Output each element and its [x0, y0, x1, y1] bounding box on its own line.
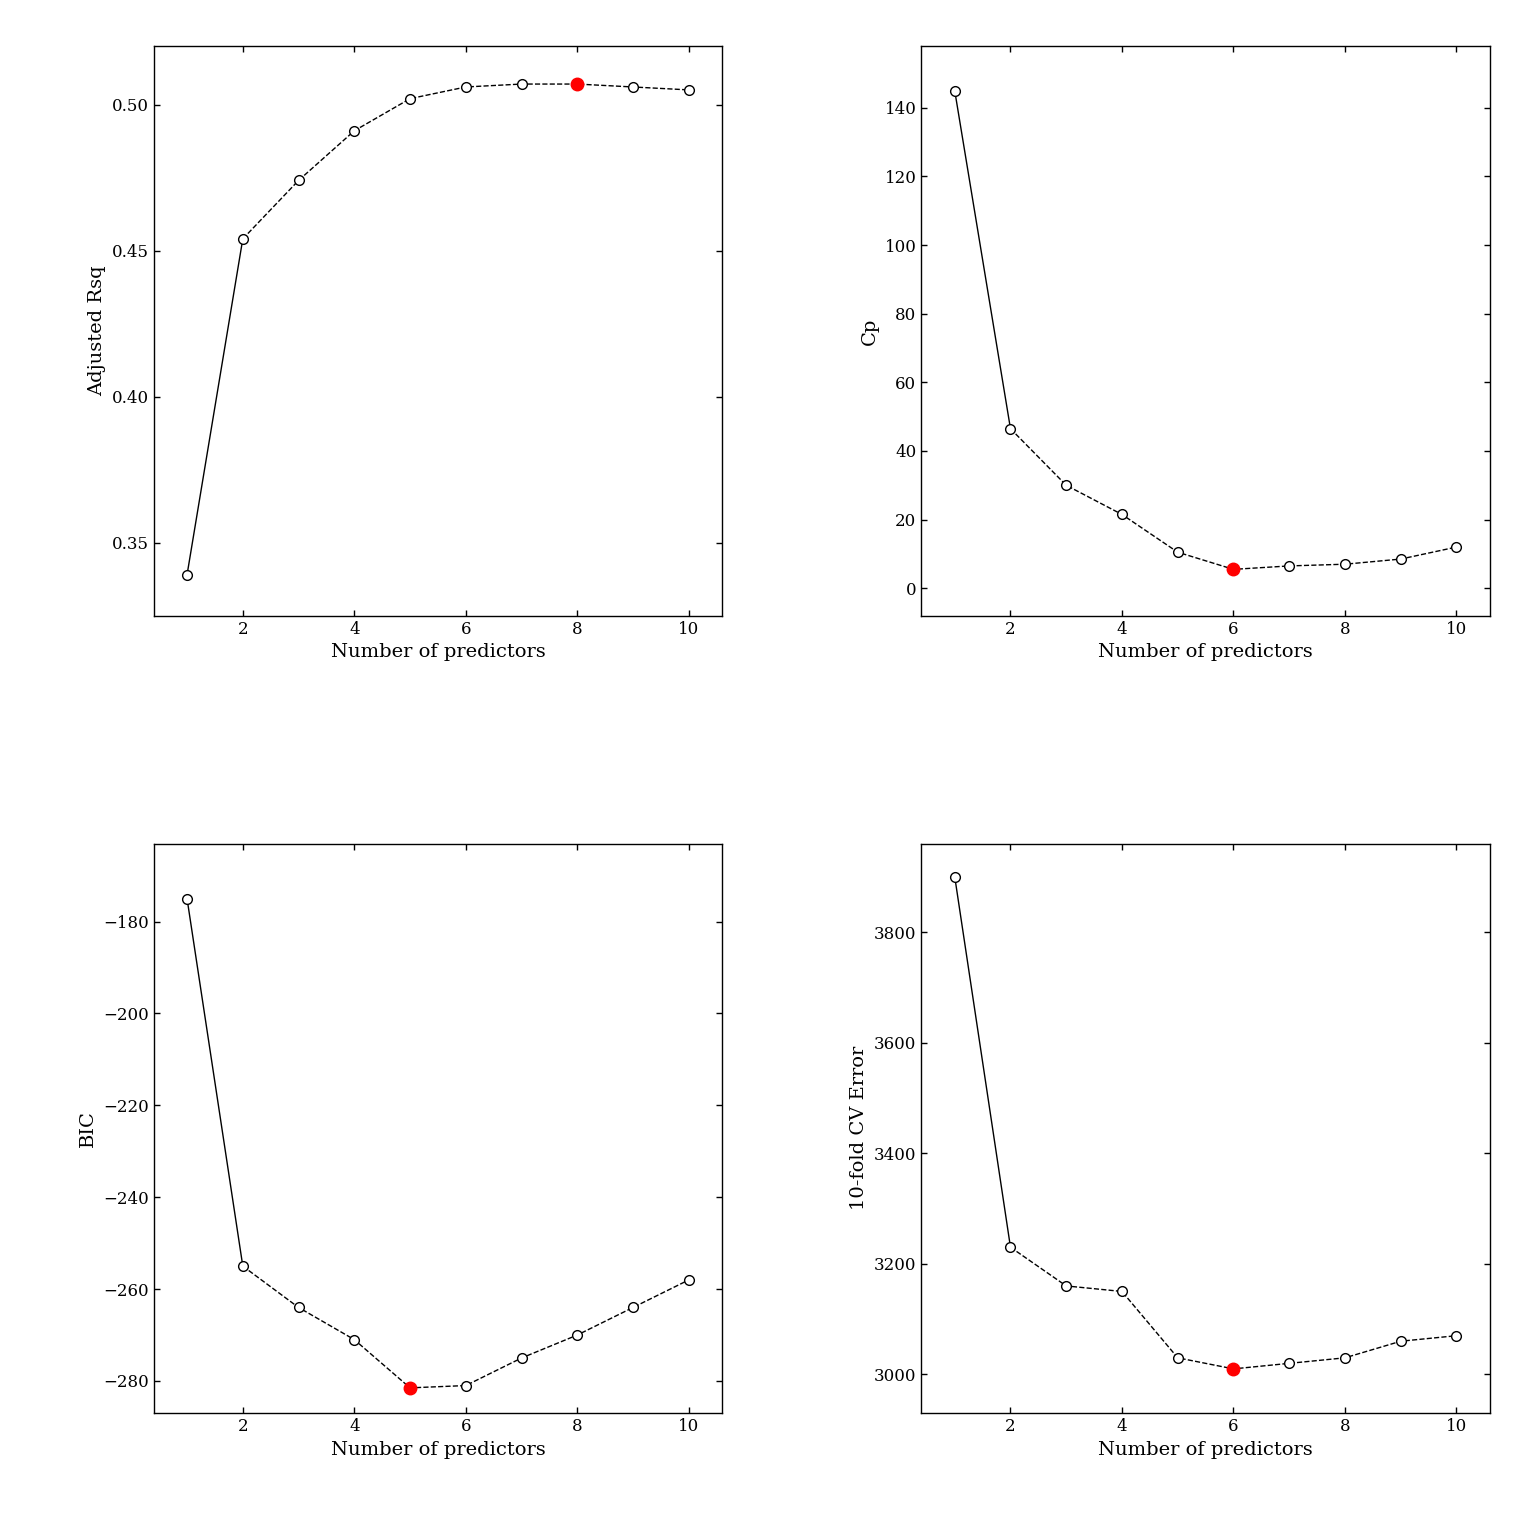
X-axis label: Number of predictors: Number of predictors	[330, 1441, 545, 1459]
Y-axis label: Cp: Cp	[862, 318, 879, 344]
X-axis label: Number of predictors: Number of predictors	[1098, 1441, 1313, 1459]
Y-axis label: BIC: BIC	[80, 1111, 97, 1147]
X-axis label: Number of predictors: Number of predictors	[1098, 644, 1313, 660]
Y-axis label: 10-fold CV Error: 10-fold CV Error	[851, 1046, 868, 1210]
X-axis label: Number of predictors: Number of predictors	[330, 644, 545, 660]
Y-axis label: Adjusted Rsq: Adjusted Rsq	[88, 266, 106, 396]
